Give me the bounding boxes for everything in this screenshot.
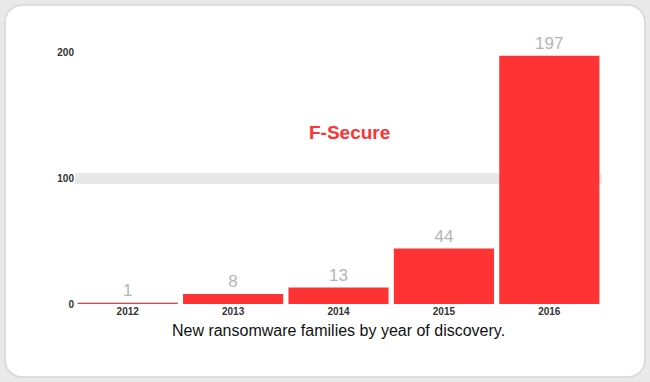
svg-text:New ransomware families by yea: New ransomware families by year of disco…: [172, 322, 505, 339]
svg-text:13: 13: [329, 266, 348, 285]
svg-text:2013: 2013: [222, 306, 245, 317]
svg-text:2012: 2012: [117, 306, 140, 317]
svg-text:2016: 2016: [538, 306, 561, 317]
svg-text:44: 44: [434, 227, 453, 246]
svg-text:0: 0: [68, 299, 74, 310]
svg-text:F-Secure: F-Secure: [309, 122, 390, 143]
svg-text:100: 100: [57, 173, 74, 184]
svg-text:8: 8: [228, 272, 237, 291]
svg-text:2014: 2014: [327, 306, 350, 317]
svg-text:197: 197: [535, 34, 563, 53]
svg-text:1: 1: [123, 281, 132, 300]
svg-text:2015: 2015: [433, 306, 456, 317]
svg-text:200: 200: [57, 47, 74, 58]
